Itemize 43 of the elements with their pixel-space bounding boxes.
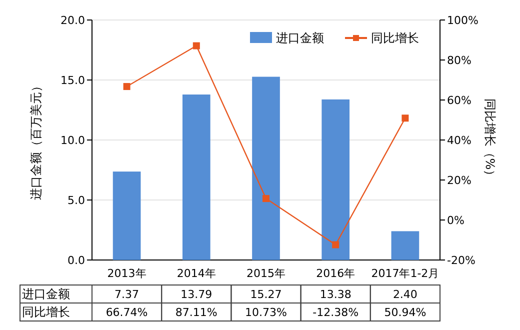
data-label: 66.74% xyxy=(106,306,148,319)
y2-tick-label: 0% xyxy=(447,214,464,227)
text: 同比增长 xyxy=(22,305,70,319)
y2-axis-title: 同比增长（%） xyxy=(483,98,497,182)
data-label: 7.37 xyxy=(114,288,140,301)
data-label: 13.79 xyxy=(180,288,212,301)
point xyxy=(123,83,130,90)
point xyxy=(332,241,340,248)
data-label: 13.38 xyxy=(320,288,352,301)
y-tick-label: 0.0 xyxy=(68,254,85,267)
bar xyxy=(112,172,141,260)
x-tick-label: 2017年1-2月 xyxy=(371,267,440,280)
bar xyxy=(252,76,280,260)
bar xyxy=(322,99,350,260)
data-label: 10.73% xyxy=(245,306,287,319)
y2-tick-label: 100% xyxy=(447,14,478,27)
data-label: 87.11% xyxy=(175,306,218,319)
x-tick-label: 2016年 xyxy=(316,267,356,280)
legend-label: 进口金额 xyxy=(276,31,324,45)
y-tick-label: 20.0 xyxy=(60,14,85,27)
y-tick-label: 5.0 xyxy=(68,194,85,207)
y2-tick-label: 40% xyxy=(447,134,472,147)
text: 进口金额 xyxy=(22,287,70,301)
legend-label: 同比增长 xyxy=(371,31,419,45)
point xyxy=(402,114,409,122)
y-axis-title: 进口金额（百万美元） xyxy=(29,80,43,200)
x-tick-label: 2013年 xyxy=(107,267,146,280)
x-tick-label: 2015年 xyxy=(246,267,286,280)
y2-tick-label: 80% xyxy=(447,54,472,67)
x-tick-label: 2014年 xyxy=(176,267,216,280)
y-tick-label: 10.0 xyxy=(60,134,85,147)
data-label: -12.38% xyxy=(312,306,359,319)
y2-tick-label: 20% xyxy=(447,174,472,187)
y2-tick-label: -20% xyxy=(447,254,476,267)
y-tick-label: 15.0 xyxy=(60,74,85,87)
bar xyxy=(391,231,420,260)
point xyxy=(192,42,200,50)
data-label: 2.40 xyxy=(392,288,418,301)
point xyxy=(262,195,270,202)
data-label: 50.94% xyxy=(384,306,426,319)
bar xyxy=(182,94,210,260)
y2-tick-label: 60% xyxy=(447,94,472,107)
data-label: 15.27 xyxy=(250,288,282,301)
